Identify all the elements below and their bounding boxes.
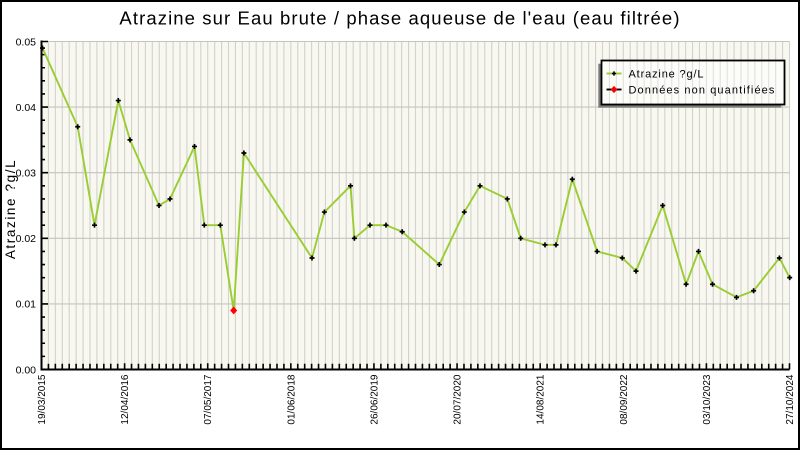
svg-text:0.03: 0.03 [16,168,37,180]
svg-text:19/03/2015: 19/03/2015 [37,374,48,424]
svg-text:Atrazine sur Eau brute / phase: Atrazine sur Eau brute / phase aqueuse d… [119,8,680,29]
svg-text:0.01: 0.01 [16,299,37,311]
svg-text:27/10/2024: 27/10/2024 [785,374,796,424]
svg-text:08/09/2022: 08/09/2022 [619,374,630,424]
svg-text:20/07/2020: 20/07/2020 [453,374,464,424]
svg-text:Atrazine ?g/L: Atrazine ?g/L [629,69,705,81]
svg-text:Atrazine ?g/L: Atrazine ?g/L [3,159,18,259]
svg-text:0.04: 0.04 [16,102,37,114]
svg-text:Données non quantifiées: Données non quantifiées [629,85,776,97]
svg-text:03/10/2023: 03/10/2023 [702,374,713,424]
svg-text:01/06/2018: 01/06/2018 [286,374,297,424]
svg-text:14/08/2021: 14/08/2021 [536,374,547,424]
svg-text:12/04/2016: 12/04/2016 [120,374,131,424]
svg-text:0.00: 0.00 [16,364,37,376]
svg-text:0.05: 0.05 [16,36,37,48]
svg-text:26/06/2019: 26/06/2019 [369,374,380,424]
svg-text:0.02: 0.02 [16,233,37,245]
svg-text:07/05/2017: 07/05/2017 [203,374,214,424]
